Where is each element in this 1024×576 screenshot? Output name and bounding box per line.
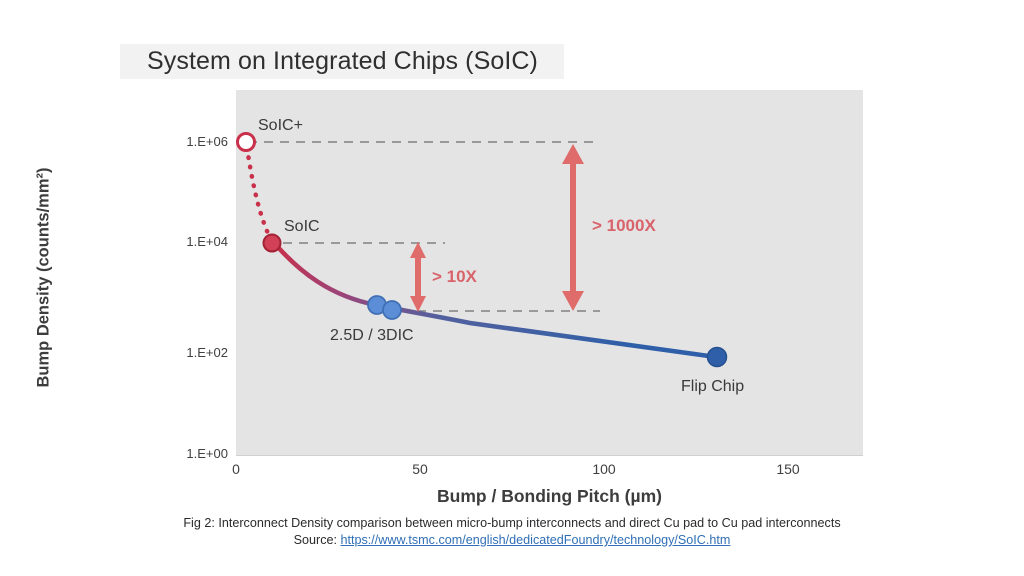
label-flip-chip: Flip Chip — [681, 378, 745, 395]
label-3dic: 2.5D / 3DIC — [330, 327, 414, 344]
caption-source-line: Source: https://www.tsmc.com/english/ded… — [0, 532, 1024, 549]
x-tick-0: 0 — [232, 461, 240, 477]
y-tick-1e00: 1.E+00 — [186, 446, 228, 461]
x-axis-title: Bump / Bonding Pitch (µm) — [437, 486, 662, 506]
caption-line-1: Fig 2: Interconnect Density comparison b… — [183, 516, 841, 530]
label-annotation-10x: > 10X — [432, 267, 477, 286]
y-tick-1e04: 1.E+04 — [186, 234, 228, 249]
x-tick-50: 50 — [412, 461, 428, 477]
label-soic: SoIC — [284, 218, 320, 235]
page-title: System on Integrated Chips (SoIC) — [147, 47, 538, 75]
plot-area — [236, 90, 863, 455]
x-tick-150: 150 — [776, 461, 800, 477]
x-tick-100: 100 — [592, 461, 616, 477]
source-link[interactable]: https://www.tsmc.com/english/dedicatedFo… — [340, 533, 731, 547]
y-axis-title: Bump Density (counts/mm²) — [34, 167, 53, 388]
slide-title-box: System on Integrated Chips (SoIC) — [120, 44, 564, 79]
y-tick-1e02: 1.E+02 — [186, 345, 228, 360]
caption-source-prefix: Source: — [293, 533, 341, 547]
figure-caption: Fig 2: Interconnect Density comparison b… — [0, 515, 1024, 549]
y-tick-1e06: 1.E+06 — [186, 134, 228, 149]
y-axis-ticks: 1.E+06 1.E+04 1.E+02 1.E+00 — [160, 0, 228, 576]
label-annotation-1000x: > 1000X — [592, 216, 656, 235]
label-soic-plus: SoIC+ — [258, 117, 303, 134]
